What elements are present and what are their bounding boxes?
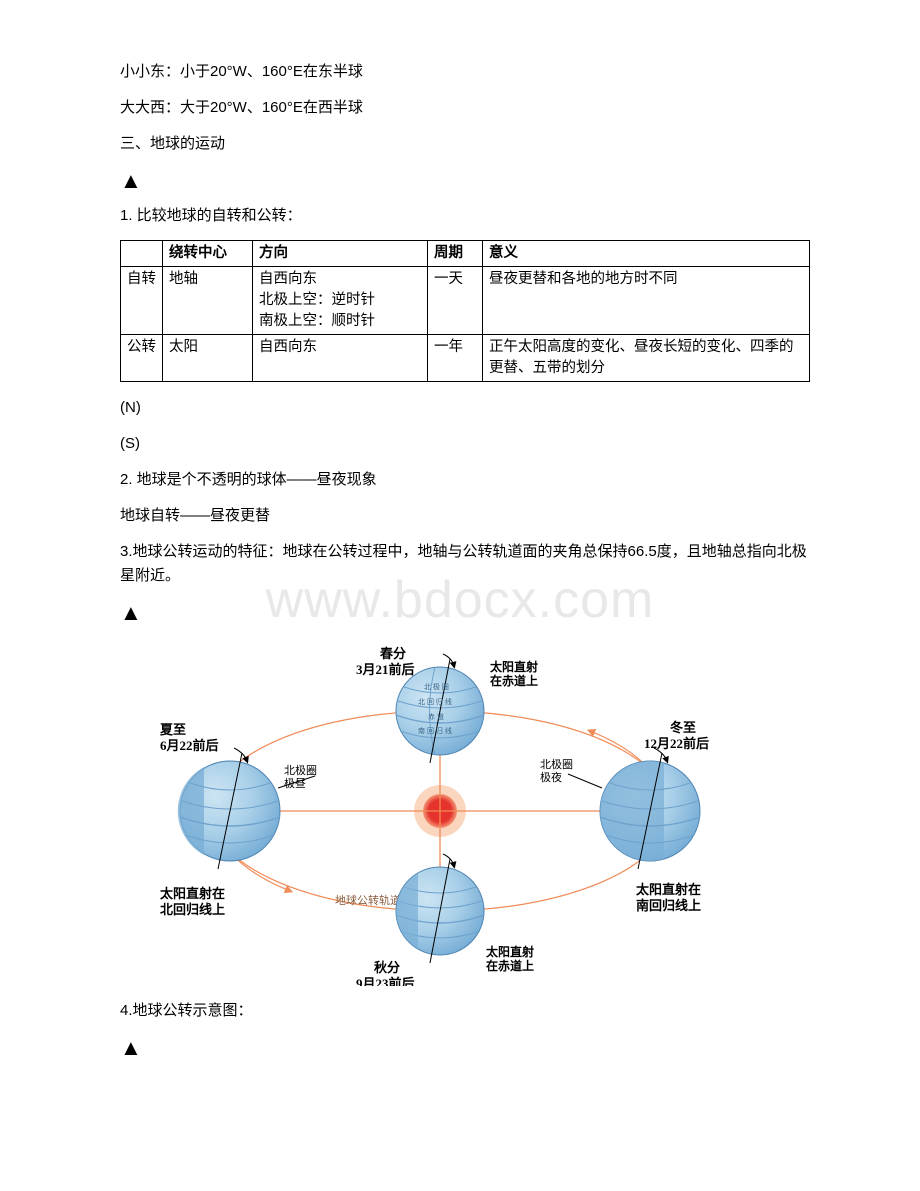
table-cell: 太阳 [163, 335, 253, 382]
revolution-svg: 地球公转轨道 北 极 圈 北 回 归 线 [160, 636, 720, 986]
globe-summer [178, 748, 280, 869]
svg-text:赤 道: 赤 道 [428, 712, 444, 721]
paragraph: 小小东：小于20°W、160°E在东半球 [120, 60, 810, 84]
polar-day: 北极圈极昼 [284, 763, 317, 790]
svg-text:北 极 圈: 北 极 圈 [424, 682, 449, 691]
table-header: 方向 [253, 241, 428, 267]
spring-date: 3月21前后 [356, 662, 415, 677]
table-cell: 一年 [428, 335, 483, 382]
table-cell: 自西向东 [253, 335, 428, 382]
table-cell: 公转 [121, 335, 163, 382]
paragraph: (S) [120, 432, 810, 456]
paragraph: (N) [120, 396, 810, 420]
winter-title: 冬至 [670, 720, 696, 735]
winter-date: 12月22前后 [644, 736, 709, 751]
revolution-diagram: 地球公转轨道 北 极 圈 北 回 归 线 [160, 636, 720, 991]
triangle-marker: ▲ [120, 1035, 810, 1061]
table-header: 绕转中心 [163, 241, 253, 267]
autumn-sun: 太阳直射在赤道上 [486, 944, 534, 973]
spring-title: 春分 [379, 646, 406, 661]
paragraph: 三、地球的运动 [120, 132, 810, 156]
table-cell: 自西向东 北极上空：逆时针 南极上空：顺时针 [253, 267, 428, 335]
rotation-revolution-table: 绕转中心 方向 周期 意义 自转 地轴 自西向东 北极上空：逆时针 南极上空：顺… [120, 240, 810, 382]
paragraph: 地球自转——昼夜更替 [120, 504, 810, 528]
triangle-marker: ▲ [120, 168, 810, 194]
table-header-row: 绕转中心 方向 周期 意义 [121, 241, 810, 267]
autumn-title: 秋分 [374, 960, 400, 975]
svg-text:南 回 归 线: 南 回 归 线 [418, 726, 452, 735]
winter-sun: 太阳直射在南回归线上 [635, 882, 701, 913]
table-cell: 一天 [428, 267, 483, 335]
paragraph: 4.地球公转示意图： [120, 999, 810, 1023]
table-header: 周期 [428, 241, 483, 267]
table-header [121, 241, 163, 267]
table-cell: 昼夜更替和各地的地方时不同 [483, 267, 810, 335]
autumn-date: 9月23前后 [356, 976, 415, 986]
table-row: 公转 太阳 自西向东 一年 正午太阳高度的变化、昼夜长短的变化、四季的更替、五带… [121, 335, 810, 382]
polar-night: 北极圈极夜 [540, 757, 573, 784]
globe-winter [600, 748, 700, 869]
summer-date: 6月22前后 [160, 738, 219, 753]
paragraph: 大大西：大于20°W、160°E在西半球 [120, 96, 810, 120]
table-cell: 正午太阳高度的变化、昼夜长短的变化、四季的更替、五带的划分 [483, 335, 810, 382]
document-content: 小小东：小于20°W、160°E在东半球 大大西：大于20°W、160°E在西半… [120, 60, 810, 1061]
summer-sun: 太阳直射在北回归线上 [160, 886, 225, 917]
paragraph: 2. 地球是个不透明的球体——昼夜现象 [120, 468, 810, 492]
orbit-label: 地球公转轨道 [335, 893, 401, 907]
table-row: 自转 地轴 自西向东 北极上空：逆时针 南极上空：顺时针 一天 昼夜更替和各地的… [121, 267, 810, 335]
summer-title: 夏至 [160, 722, 186, 737]
svg-text:北 回 归 线: 北 回 归 线 [418, 697, 452, 706]
table-cell: 地轴 [163, 267, 253, 335]
globe-autumn [396, 854, 484, 963]
table-cell: 自转 [121, 267, 163, 335]
paragraph: 3.地球公转运动的特征：地球在公转过程中，地轴与公转轨道面的夹角总保持66.5度… [120, 540, 810, 588]
table-header: 意义 [483, 241, 810, 267]
paragraph: 1. 比较地球的自转和公转： [120, 204, 810, 228]
spring-sun: 太阳直射在赤道上 [490, 659, 559, 688]
triangle-marker: ▲ [120, 600, 810, 626]
